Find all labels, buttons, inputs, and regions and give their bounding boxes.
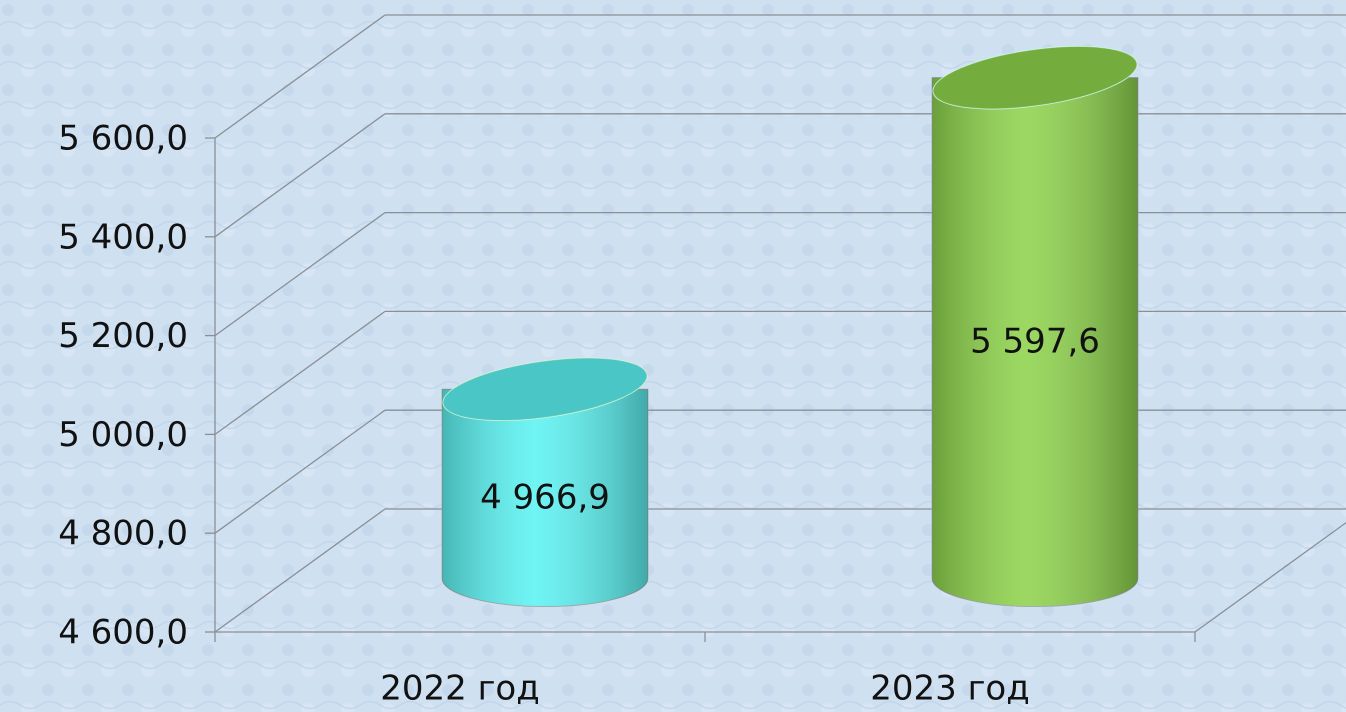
data-label: 4 966,9: [480, 477, 610, 517]
y-tick-label: 5 000,0: [58, 415, 188, 455]
x-tick-label: 2022 год: [380, 669, 540, 709]
grid-line: [214, 14, 386, 139]
cylinder-top-shade: [443, 358, 647, 421]
cylinder: [931, 45, 1139, 607]
grid-line: [214, 508, 386, 633]
data-label: 5 597,6: [970, 322, 1100, 362]
y-tick-label: 5 400,0: [58, 217, 188, 257]
y-tick-label: 5 600,0: [58, 119, 188, 159]
grid-line: [214, 310, 386, 435]
grid-line: [214, 212, 386, 337]
floor-edge: [1194, 521, 1346, 633]
cylinder-top: [442, 357, 648, 421]
cylinder-shade: [442, 389, 648, 607]
y-tick-label: 4 800,0: [58, 514, 188, 554]
cylinder-shade: [932, 77, 1138, 607]
cylinder-top: [932, 45, 1138, 110]
grid-line: [214, 409, 386, 534]
y-tick-label: 4 600,0: [58, 613, 188, 653]
y-tick-label: 5 200,0: [58, 316, 188, 356]
grid-line: [214, 113, 386, 238]
cylinder-top-shade: [933, 46, 1137, 109]
x-tick-label: 2023 год: [870, 669, 1030, 709]
cylinder: [441, 357, 649, 607]
